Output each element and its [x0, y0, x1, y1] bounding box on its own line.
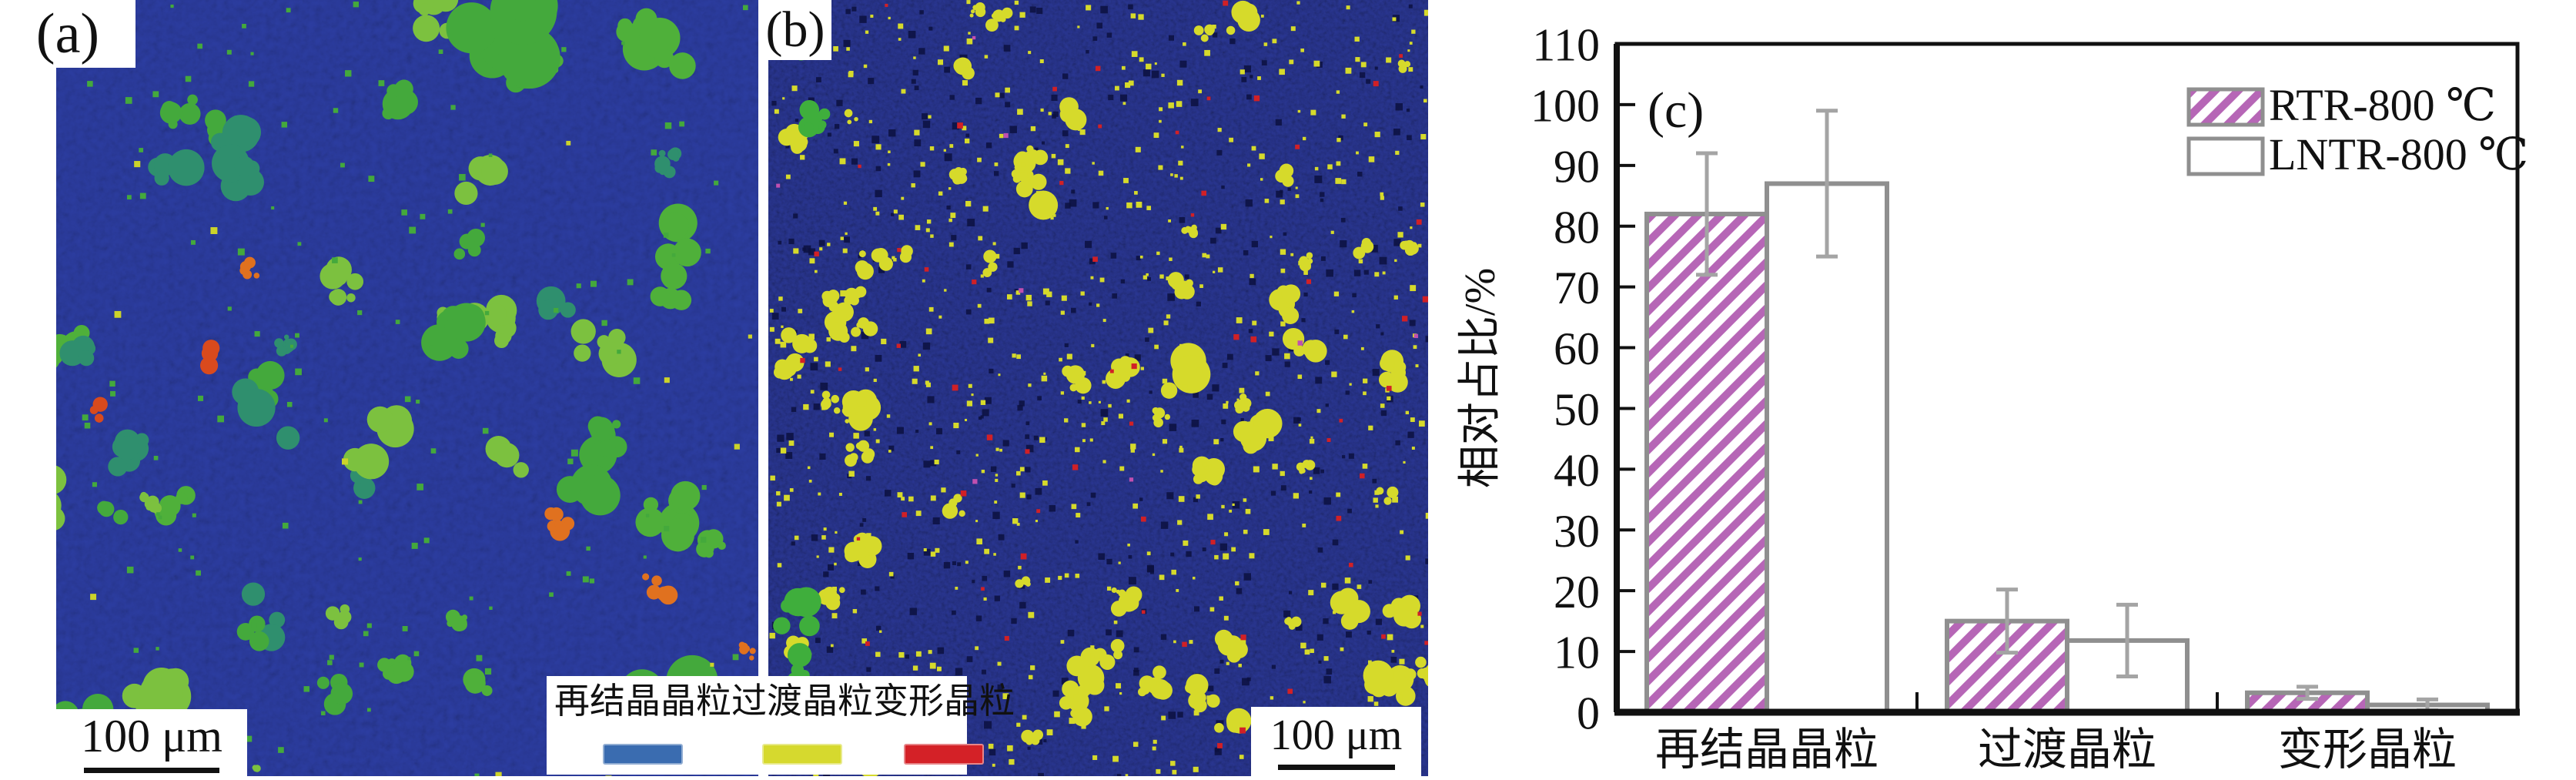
scale-bar-a: 100 μm: [56, 709, 247, 776]
micrograph-panel-a: [56, 0, 758, 776]
micrograph-panel-b: [768, 0, 1428, 776]
panel-b-label-box: (b): [759, 0, 831, 60]
legend-swatch-1: [2186, 136, 2265, 176]
legend-swatch-0: [2186, 87, 2265, 127]
y-tick-label: 90: [1554, 141, 1600, 192]
y-tick-label: 30: [1554, 506, 1600, 557]
grain-legend-item: 过渡晶粒: [731, 681, 873, 765]
grain-legend-item: 再结晶晶粒: [554, 681, 731, 765]
grain-legend-label-recrystallized: 再结晶晶粒: [554, 681, 731, 721]
y-tick-label: 100: [1531, 81, 1600, 132]
grain-legend-label-deformed: 变形晶粒: [873, 681, 1015, 721]
y-tick-label: 110: [1532, 20, 1600, 71]
scale-bar-a-line: [84, 768, 219, 773]
grain-legend-label-transition: 过渡晶粒: [731, 681, 873, 721]
y-tick-label: 50: [1554, 384, 1600, 435]
y-tick-label: 60: [1554, 323, 1600, 374]
bar-s0-c0: [1644, 211, 1769, 715]
legend-label-0: RTR-800 ℃: [2269, 80, 2496, 130]
grain-legend-item: 变形晶粒: [873, 681, 1015, 765]
scale-bar-b: 100 μm: [1251, 707, 1421, 776]
scale-bar-b-text: 100 μm: [1270, 711, 1403, 759]
y-tick-label: 40: [1554, 445, 1600, 496]
recrystallized-grain-swatch: [603, 744, 683, 765]
bar-chart: 0 10 20 30 40 50 60 70 80 90 100 110 再结晶晶粒 过渡晶粒 变形晶粒 相对…: [1428, 0, 2576, 776]
panel-b-label: (b): [765, 2, 825, 58]
panel-a-label: (a): [35, 2, 100, 65]
y-tick-label: 70: [1554, 263, 1600, 313]
panel-c-label: (c): [1648, 82, 1704, 139]
x-category-label: 变形晶粒: [2278, 725, 2457, 775]
scale-bar-b-line: [1277, 765, 1395, 771]
y-axis-title: 相对占比/%: [1457, 268, 1504, 488]
x-category-label: 再结晶晶粒: [1655, 725, 1878, 775]
y-tick-label: 20: [1554, 567, 1600, 618]
y-tick-label: 0: [1577, 688, 1600, 739]
transition-grain-swatch: [762, 744, 842, 765]
legend-label-1: LNTR-800 ℃: [2269, 129, 2528, 179]
grain-type-legend: 再结晶晶粒 过渡晶粒 变形晶粒: [547, 676, 1015, 775]
scale-bar-a-text: 100 μm: [81, 711, 222, 762]
bar-s1-c0: [1765, 181, 1889, 715]
x-category-label: 过渡晶粒: [1978, 725, 2156, 775]
y-tick-label: 10: [1554, 628, 1600, 678]
y-tick-label: 80: [1554, 202, 1600, 253]
deformed-grain-swatch: [904, 744, 984, 765]
panel-a-label-box: (a): [0, 0, 135, 68]
